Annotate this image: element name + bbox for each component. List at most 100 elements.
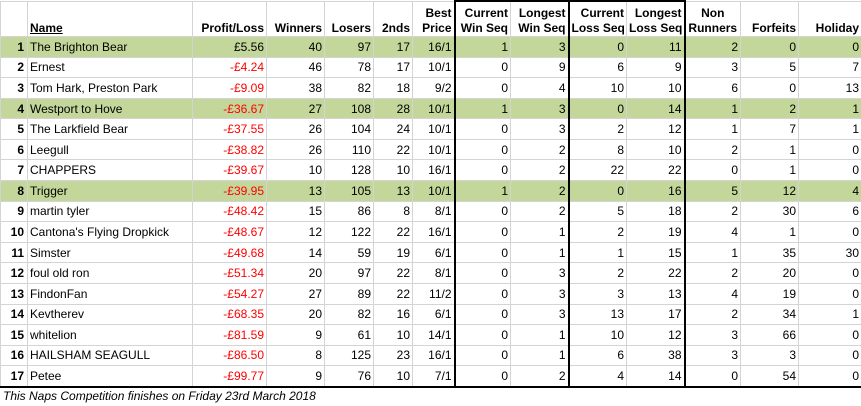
current-win-seq-cell: 1	[453, 97, 511, 120]
table-row: 1 The Brighton Bear £5.56 40 97 17 16/1 1 3 0 11 2 0…	[0, 36, 861, 58]
forfeits-cell: 30	[740, 200, 799, 223]
holiday-cell: 0	[798, 282, 861, 305]
longest-win-seq-cell: 2	[510, 365, 570, 389]
best-price-cell: 6/1	[412, 241, 455, 264]
best-price-cell: 10/1	[412, 118, 455, 140]
seconds-cell: 24	[373, 118, 413, 140]
profit-loss-cell: -£37.55	[192, 118, 267, 140]
name-header: Name	[27, 0, 193, 37]
table-row: 14 Kevtherev -£68.35 20 82 16 6/1 0 3 13 17 2 34 1	[0, 303, 861, 326]
current-loss-seq-cell: 2	[568, 221, 627, 243]
longest-loss-seq-cell: 13	[626, 282, 686, 305]
longest-win-seq-cell: 3	[510, 262, 570, 284]
seconds-cell: 18	[373, 77, 413, 99]
current-win-seq-cell: 0	[453, 77, 511, 99]
current-loss-seq-cell: 6	[568, 344, 627, 367]
holiday-cell: 4	[798, 180, 861, 202]
non-runners-cell: 2	[684, 36, 741, 58]
player-name-cell: foul old ron	[27, 262, 193, 284]
player-name-cell: Petee	[27, 365, 193, 389]
player-name-cell: Kevtherev	[27, 303, 193, 326]
current-win-seq-cell: 1	[453, 180, 511, 202]
rank-cell: 12	[0, 262, 28, 284]
longest-loss-seq-header: Longest Loss Seq	[626, 0, 686, 37]
player-name-cell: Cantona's Flying Dropkick	[27, 221, 193, 243]
current-loss-seq-cell: 8	[568, 138, 627, 161]
forfeits-cell: 3	[740, 344, 799, 367]
longest-loss-seq-cell: 12	[626, 118, 686, 140]
seconds-cell: 22	[373, 138, 413, 161]
rank-cell: 14	[0, 303, 28, 326]
longest-win-seq-cell: 2	[510, 180, 570, 202]
player-name-cell: HAILSHAM SEAGULL	[27, 344, 193, 367]
winners-cell: 27	[266, 282, 325, 305]
winners-cell: 38	[266, 77, 325, 99]
longest-loss-seq-cell: 10	[626, 77, 686, 99]
current-win-seq-cell: 0	[453, 262, 511, 284]
forfeits-cell: 1	[740, 221, 799, 243]
current-win-seq-cell: 0	[453, 118, 511, 140]
table-row: 12 foul old ron -£51.34 20 97 22 8/1 0 3 2 22 2 20 0	[0, 262, 861, 284]
best-price-cell: 7/1	[412, 365, 455, 389]
seconds-cell: 23	[373, 344, 413, 367]
seconds-cell: 22	[373, 221, 413, 243]
non-runners-cell: 2	[684, 262, 741, 284]
longest-loss-seq-cell: 22	[626, 159, 686, 182]
holiday-cell: 0	[798, 344, 861, 367]
longest-loss-seq-cell: 11	[626, 36, 686, 58]
longest-win-seq-cell: 2	[510, 138, 570, 161]
current-win-seq-cell: 0	[453, 56, 511, 79]
winners-cell: 26	[266, 118, 325, 140]
player-name-cell: The Larkfield Bear	[27, 118, 193, 140]
seconds-cell: 16	[373, 303, 413, 326]
forfeits-header: Forfeits	[740, 0, 799, 37]
non-runners-cell: 0	[684, 159, 741, 182]
profit-loss-cell: -£54.27	[192, 282, 267, 305]
longest-loss-seq-cell: 19	[626, 221, 686, 243]
best-price-header-line1: Best	[425, 6, 452, 20]
losers-cell: 59	[324, 241, 374, 264]
seconds-cell: 13	[373, 180, 413, 202]
table-row: 6 Leegull -£38.82 26 110 22 10/1 0 2 8 10 2 1 0	[0, 138, 861, 161]
profit-loss-cell: -£36.67	[192, 97, 267, 120]
longest-loss-seq-header-line2: Loss Seq	[629, 21, 683, 35]
current-win-seq-header: Current Win Seq	[453, 0, 511, 37]
best-price-header-line2: Price	[422, 21, 452, 35]
longest-loss-seq-cell: 14	[626, 365, 686, 389]
current-loss-seq-cell: 10	[568, 77, 627, 99]
non-runners-cell: 1	[684, 118, 741, 140]
losers-cell: 97	[324, 262, 374, 284]
non-runners-header-line2: Runners	[688, 21, 738, 35]
non-runners-cell: 4	[684, 221, 741, 243]
rank-cell: 11	[0, 241, 28, 264]
standings-table: Name Profit/Loss Winners Losers 2nds Bes…	[0, 0, 861, 389]
longest-loss-seq-cell: 12	[626, 324, 686, 346]
table-row: 10 Cantona's Flying Dropkick -£48.67 12 122 2…	[0, 221, 861, 243]
losers-cell: 76	[324, 365, 374, 389]
holiday-cell: 30	[798, 241, 861, 264]
losers-header: Losers	[324, 0, 374, 37]
forfeits-cell: 1	[740, 159, 799, 182]
table-row: 5 The Larkfield Bear -£37.55 26 104 24 10/1 0 3 2…	[0, 118, 861, 140]
profit-loss-cell: -£39.67	[192, 159, 267, 182]
current-loss-seq-header-line2: Loss Seq	[571, 21, 625, 35]
longest-win-seq-cell: 1	[510, 241, 570, 264]
forfeits-cell: 19	[740, 282, 799, 305]
player-name-cell: Tom Hark, Preston Park	[27, 77, 193, 99]
seconds-cell: 19	[373, 241, 413, 264]
longest-win-seq-cell: 3	[510, 282, 570, 305]
longest-loss-seq-cell: 38	[626, 344, 686, 367]
losers-cell: 61	[324, 324, 374, 346]
forfeits-cell: 54	[740, 365, 799, 389]
current-win-seq-header-line1: Current	[464, 6, 508, 20]
player-name-cell: Westport to Hove	[27, 97, 193, 120]
longest-win-seq-cell: 3	[510, 303, 570, 326]
losers-cell: 110	[324, 138, 374, 161]
longest-win-seq-cell: 1	[510, 221, 570, 243]
losers-cell: 125	[324, 344, 374, 367]
winners-cell: 46	[266, 56, 325, 79]
current-win-seq-header-line2: Win Seq	[460, 21, 508, 35]
current-loss-seq-cell: 10	[568, 324, 627, 346]
winners-cell: 14	[266, 241, 325, 264]
holiday-cell: 0	[798, 221, 861, 243]
